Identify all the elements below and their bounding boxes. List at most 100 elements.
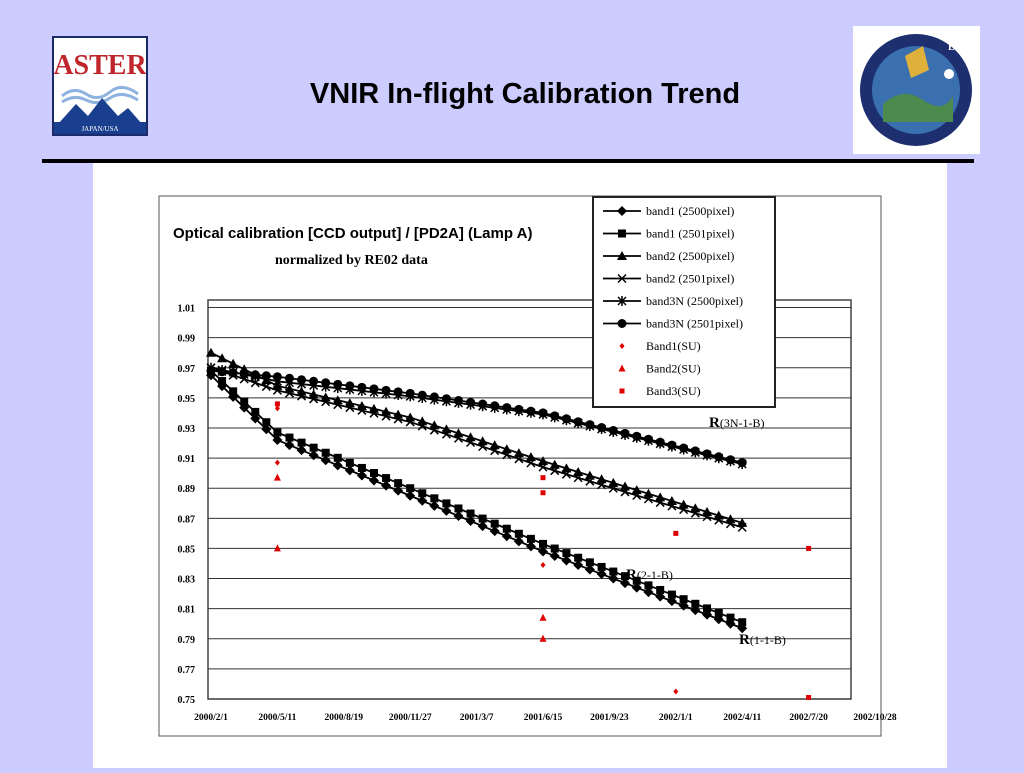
data-point: [417, 495, 428, 506]
data-point: [703, 604, 712, 613]
legend-label: band3N (2501pixel): [646, 317, 743, 331]
data-point: [643, 587, 654, 598]
data-point: [502, 450, 512, 460]
data-point: [333, 379, 343, 389]
data-point: [608, 573, 619, 584]
y-tick-label: 0.79: [178, 635, 196, 646]
legend-item: band2 (2501pixel): [603, 272, 734, 286]
data-point: [321, 378, 331, 388]
trend-label: R(2-1-B): [626, 567, 673, 583]
data-point: [333, 453, 342, 462]
legend-marker: [617, 273, 627, 284]
legend-label: band3N (2500pixel): [646, 294, 743, 308]
data-point: [632, 490, 642, 501]
data-point: [667, 440, 677, 450]
data-point: [673, 530, 679, 536]
data-point: [262, 418, 271, 427]
data-point: [584, 564, 595, 575]
data-point: [417, 390, 427, 400]
data-point: [393, 387, 403, 397]
data-point: [539, 613, 547, 621]
data-point: [540, 561, 546, 568]
data-point: [620, 481, 631, 491]
y-tick-label: 0.77: [178, 665, 196, 676]
data-point: [690, 446, 700, 456]
x-tick-label: 2001/6/15: [524, 713, 563, 723]
data-point: [514, 454, 524, 464]
x-axis-tick-labels: 2000/2/1 2000/5/11 2000/8/19 2000/11/27 2001…: [194, 713, 897, 723]
data-point: [381, 411, 391, 421]
legend-item: Band3(SU): [619, 384, 701, 398]
data-point: [609, 567, 618, 576]
y-tick-label: 0.93: [178, 424, 196, 435]
data-point: [357, 405, 367, 415]
x-tick-label: 2001/3/7: [460, 713, 494, 723]
aster-logo-subtext: JAPAN/USA: [81, 125, 118, 133]
data-point: [261, 424, 272, 435]
x-tick-label: 2000/2/1: [194, 713, 228, 723]
data-point: [381, 480, 392, 491]
chart-panel: Optical calibration [CCD output] / [PD2A…: [93, 163, 947, 768]
data-point: [405, 388, 415, 398]
data-point: [608, 425, 618, 435]
data-point: [502, 403, 512, 413]
data-point: [466, 437, 476, 448]
legend-label: band1 (2501pixel): [646, 227, 734, 241]
data-point: [394, 479, 403, 488]
eos-terra-logo: EOS TERRA: [853, 26, 1006, 154]
data-point: [466, 397, 476, 407]
data-point: [644, 581, 653, 590]
legend-marker: [617, 319, 627, 328]
aster-logo-text: ASTER: [54, 50, 146, 81]
data-point: [561, 463, 572, 473]
data-point: [429, 425, 439, 435]
data-point: [621, 572, 630, 581]
data-point: [585, 476, 595, 486]
data-point: [406, 484, 415, 493]
data-point: [261, 371, 271, 381]
data-point: [562, 549, 571, 558]
data-point: [321, 448, 330, 457]
legend-item: band1 (2500pixel): [603, 204, 734, 218]
data-point: [345, 458, 354, 467]
trend-label: R(1-1-B): [739, 632, 786, 648]
x-tick-label: 2002/10/28: [853, 713, 897, 723]
x-tick-label: 2002/1/1: [659, 713, 693, 723]
data-point: [284, 388, 295, 398]
data-point: [673, 688, 679, 695]
data-point: [297, 391, 307, 401]
data-point: [333, 400, 343, 410]
data-point: [393, 485, 404, 496]
data-point: [284, 373, 294, 383]
data-point: [585, 558, 594, 567]
data-point: [502, 524, 511, 533]
data-point: [429, 500, 440, 511]
legend-item: Band2(SU): [618, 362, 701, 376]
data-point: [514, 404, 524, 414]
data-point: [490, 519, 499, 528]
legend-item: Band1(SU): [619, 339, 701, 353]
chart-title: Optical calibration [CCD output] / [PD2A…: [173, 225, 532, 242]
data-point: [273, 428, 282, 437]
data-point: [285, 433, 294, 442]
data-point: [296, 445, 307, 456]
data-point: [538, 462, 548, 472]
data-point: [691, 599, 700, 608]
data-point: [429, 392, 439, 402]
y-tick-label: 0.87: [178, 514, 196, 525]
data-point: [297, 375, 307, 385]
x-tick-label: 2001/9/23: [590, 713, 629, 723]
data-point: [596, 569, 607, 580]
data-point: [725, 519, 736, 529]
data-point: [501, 531, 512, 542]
data-point: [643, 434, 653, 444]
x-tick-label: 2000/8/19: [325, 713, 364, 723]
data-point: [309, 443, 318, 452]
data-point: [655, 498, 665, 508]
data-point: [490, 401, 500, 411]
data-point: [573, 559, 584, 570]
data-point: [550, 544, 559, 553]
data-point: [251, 407, 260, 416]
data-point: [297, 438, 306, 447]
data-point: [357, 382, 367, 392]
